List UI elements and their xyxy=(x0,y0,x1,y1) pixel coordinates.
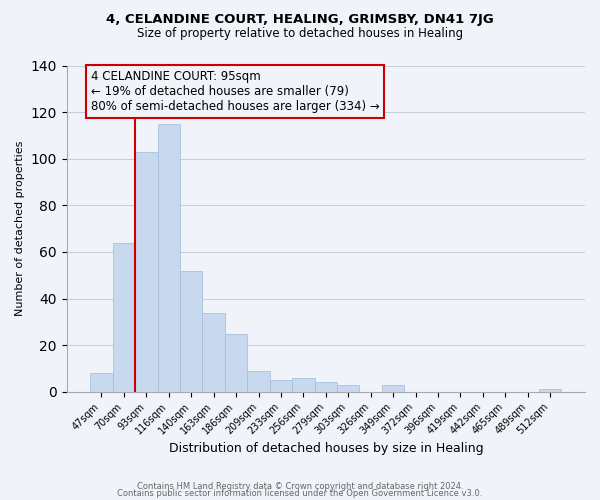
Bar xyxy=(225,334,247,392)
Bar xyxy=(202,312,225,392)
Bar xyxy=(314,382,337,392)
Bar xyxy=(247,371,270,392)
Text: Contains HM Land Registry data © Crown copyright and database right 2024.: Contains HM Land Registry data © Crown c… xyxy=(137,482,463,491)
Text: Size of property relative to detached houses in Healing: Size of property relative to detached ho… xyxy=(137,28,463,40)
X-axis label: Distribution of detached houses by size in Healing: Distribution of detached houses by size … xyxy=(169,442,483,455)
Bar xyxy=(113,242,135,392)
Bar xyxy=(292,378,314,392)
Bar xyxy=(382,385,404,392)
Text: Contains public sector information licensed under the Open Government Licence v3: Contains public sector information licen… xyxy=(118,490,482,498)
Bar xyxy=(337,385,359,392)
Bar xyxy=(90,373,113,392)
Text: 4, CELANDINE COURT, HEALING, GRIMSBY, DN41 7JG: 4, CELANDINE COURT, HEALING, GRIMSBY, DN… xyxy=(106,12,494,26)
Text: 4 CELANDINE COURT: 95sqm
← 19% of detached houses are smaller (79)
80% of semi-d: 4 CELANDINE COURT: 95sqm ← 19% of detach… xyxy=(91,70,379,113)
Bar xyxy=(180,270,202,392)
Bar xyxy=(135,152,158,392)
Y-axis label: Number of detached properties: Number of detached properties xyxy=(15,141,25,316)
Bar xyxy=(539,390,562,392)
Bar xyxy=(158,124,180,392)
Bar xyxy=(270,380,292,392)
